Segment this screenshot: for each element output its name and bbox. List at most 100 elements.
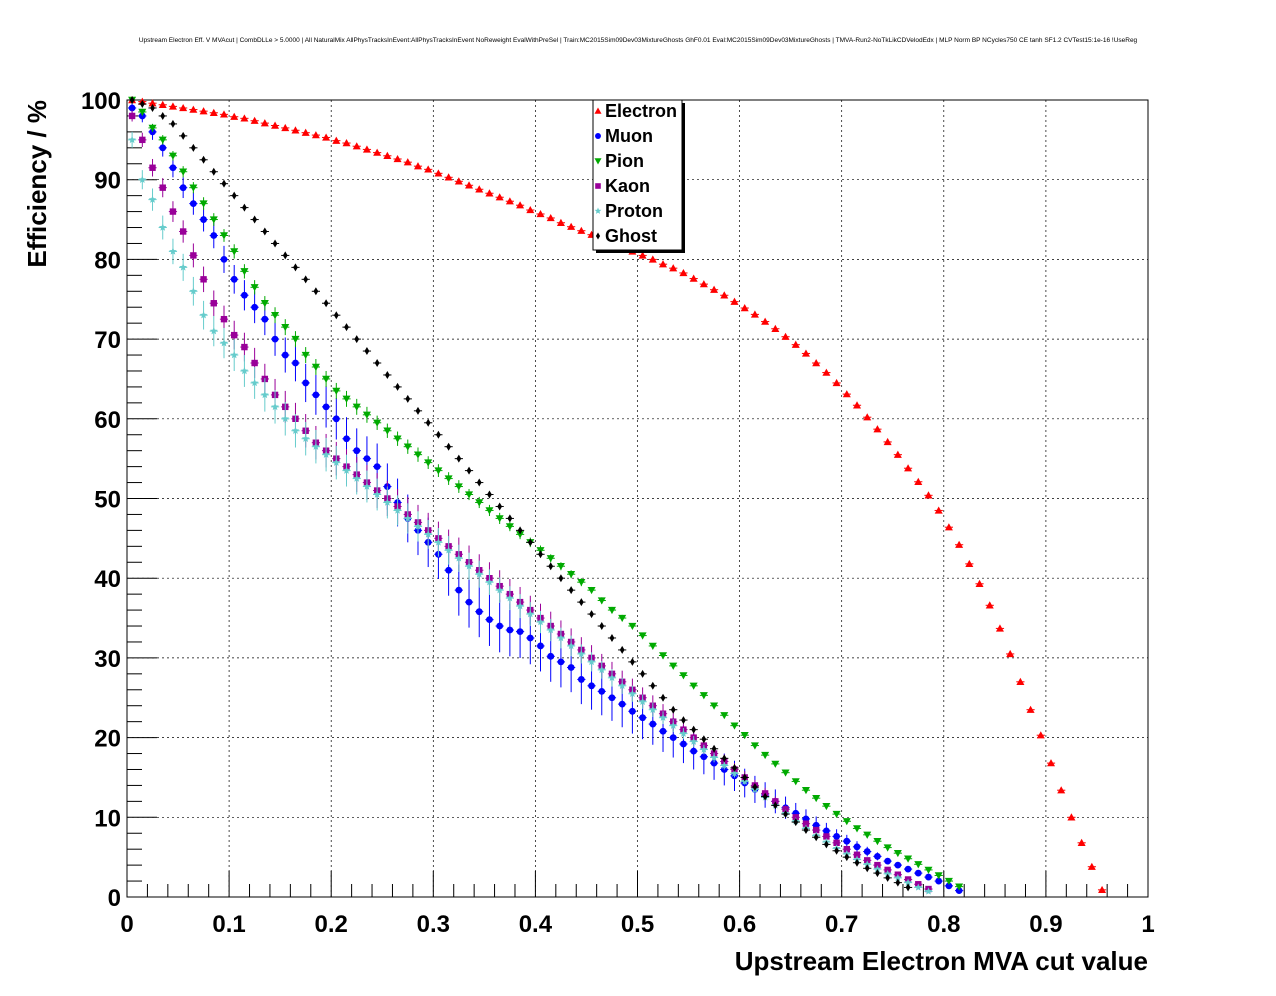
legend-label-pion: Pion (605, 151, 644, 171)
muon-point (465, 598, 473, 606)
electron-point (720, 291, 729, 299)
x-tick-label: 0.4 (519, 911, 553, 938)
electron-point (373, 148, 382, 156)
muon-point (710, 759, 718, 767)
ghost-point (599, 622, 605, 631)
electron-point (495, 193, 504, 201)
pion-point (710, 702, 719, 710)
ghost-point (201, 155, 206, 164)
pion-point (556, 563, 565, 571)
pion-point (454, 483, 463, 491)
electron-point (485, 189, 494, 197)
ghost-point (517, 526, 523, 535)
y-tick-label: 90 (94, 168, 121, 195)
pion-point (311, 363, 320, 371)
pion-point (546, 555, 555, 563)
proton-point (689, 737, 698, 745)
muon-point (200, 216, 207, 223)
electron-point (250, 116, 259, 124)
electron-point (311, 131, 320, 139)
proton-point (322, 450, 330, 458)
pion-point (689, 682, 698, 690)
pion-point (189, 184, 198, 192)
muon-point (843, 837, 851, 845)
electron-point (1067, 813, 1076, 821)
muon-point (935, 877, 943, 885)
muon-point (128, 104, 136, 112)
proton-point (179, 263, 187, 271)
ghost-point (456, 454, 462, 463)
pion-point (373, 419, 382, 427)
electron-point (454, 177, 463, 185)
electron-point (168, 102, 177, 110)
legend-marker-electron (594, 107, 602, 114)
muon-point (210, 232, 218, 239)
ghost-point (772, 801, 778, 810)
pion-point (393, 435, 402, 443)
electron-point (281, 123, 290, 132)
electron-point (781, 332, 790, 340)
proton-point (363, 482, 371, 490)
pion-point (842, 818, 851, 826)
muon-point (833, 833, 840, 840)
proton-point (914, 883, 923, 891)
muon-point (486, 616, 493, 624)
muon-point (189, 200, 197, 208)
proton-point (403, 514, 412, 522)
pion-point (750, 742, 759, 750)
proton-point (373, 490, 381, 498)
pion-point (383, 427, 392, 435)
proton-point (628, 689, 637, 697)
proton-point (863, 860, 872, 868)
ghost-point (732, 763, 737, 772)
proton-point (424, 530, 432, 538)
proton-point (618, 681, 626, 690)
electron-point (771, 324, 780, 332)
chart-title: Upstream Electron Eff. V MVAcut | CombDL… (139, 37, 1138, 44)
ghost-point (344, 323, 349, 332)
muon-point (669, 734, 677, 741)
muon-point (516, 628, 524, 635)
electron-point (710, 285, 719, 293)
proton-point (526, 610, 535, 618)
electron-point (659, 260, 668, 268)
ghost-point (262, 227, 268, 236)
ghost-point (150, 103, 155, 112)
electron-point (873, 425, 882, 433)
y-tick-label: 100 (81, 88, 121, 115)
electron-point (955, 540, 964, 548)
electron-point (352, 142, 361, 150)
kaon-point (231, 331, 238, 339)
pion-point (495, 515, 504, 523)
ghost-point (752, 783, 758, 792)
pion-point (465, 491, 474, 499)
ghost-point (558, 574, 564, 583)
pion-point (158, 136, 167, 144)
electron-point (505, 197, 514, 205)
muon-point (894, 861, 902, 869)
pion-point (801, 787, 810, 795)
electron-point (301, 128, 310, 136)
ghost-point (568, 586, 574, 595)
ghost-point (711, 744, 717, 753)
ghost-point (242, 203, 247, 212)
electron-point (199, 107, 208, 115)
electron-point (883, 437, 892, 446)
muon-point (547, 652, 555, 660)
legend-marker-kaon (595, 183, 601, 189)
ghost-point (221, 179, 227, 188)
proton-point (240, 366, 249, 375)
electron-point (638, 251, 647, 259)
muon-point (363, 455, 371, 463)
ghost-point (354, 335, 360, 344)
muon-point (945, 882, 953, 890)
ghost-point (425, 418, 431, 427)
electron-point (1098, 885, 1107, 894)
ghost-point (180, 131, 186, 140)
pion-point (822, 802, 831, 811)
electron-point (934, 506, 943, 514)
electron-point (1006, 649, 1015, 658)
ghost-point (885, 873, 891, 882)
pion-point (679, 672, 688, 680)
ghost-point (466, 466, 472, 475)
